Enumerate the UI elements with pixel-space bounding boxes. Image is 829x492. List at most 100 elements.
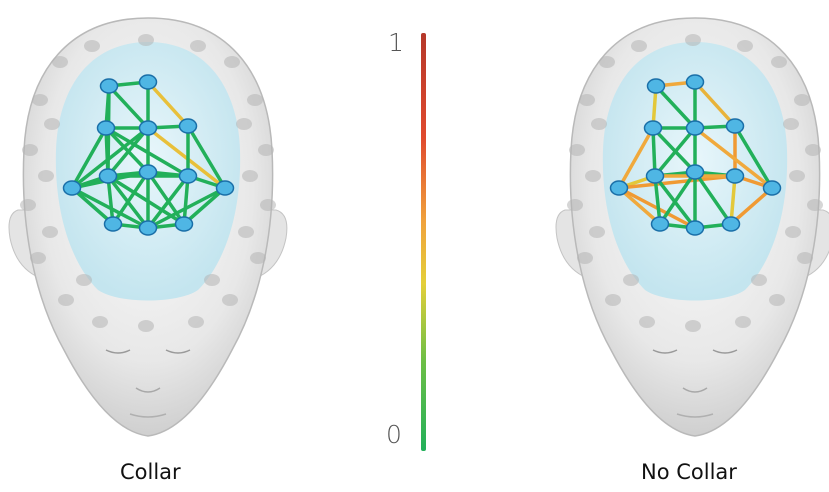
connection-edge (693, 80, 737, 128)
electrode-site (22, 144, 38, 156)
connection-edge (111, 170, 150, 226)
electrode-site (807, 199, 823, 211)
electrode-node (685, 220, 705, 236)
connection-edge (182, 174, 190, 226)
electrode-node (685, 164, 705, 180)
connection-edge (658, 170, 697, 226)
electrode-site (567, 199, 583, 211)
connection-edge (617, 174, 737, 190)
electrode-site (769, 294, 785, 306)
connection-edge (70, 126, 108, 190)
connection-edge (654, 84, 697, 130)
electrode-site (76, 274, 92, 286)
right-eye (712, 349, 738, 354)
electrode-site (258, 144, 274, 156)
electrode-site (32, 94, 48, 106)
electrode-site (623, 274, 639, 286)
electrode-site (204, 274, 220, 286)
connection-edge (653, 174, 662, 226)
electrode-site (589, 226, 605, 238)
connection-edge (617, 186, 662, 226)
electrode-node (178, 118, 198, 134)
electrode-site (751, 274, 767, 286)
electrode-site (685, 34, 701, 46)
connection-edge (182, 186, 227, 226)
electrode-node (725, 168, 745, 184)
electrode-node (138, 164, 158, 180)
electrode-site (569, 144, 585, 156)
connection-edge (729, 186, 774, 226)
electrode-site (737, 40, 753, 52)
scale-max-label: 1 (388, 28, 404, 57)
left-eye (105, 349, 131, 354)
electrode-site (794, 94, 810, 106)
electrode-site (260, 199, 276, 211)
electrode-site (579, 94, 595, 106)
electrode-node (103, 216, 123, 232)
electrode-site (242, 170, 258, 182)
connection-edge (146, 174, 190, 230)
electrode-node (138, 120, 158, 136)
electrode-node (645, 168, 665, 184)
nose (135, 387, 161, 393)
electrode-site (92, 316, 108, 328)
electrode-site (238, 226, 254, 238)
connection-edge (146, 170, 186, 226)
electrode-site (577, 252, 593, 264)
electrode-site (631, 40, 647, 52)
electrode-site (789, 170, 805, 182)
electrode-node (762, 180, 782, 196)
connection-edge (729, 174, 737, 226)
electrode-node (721, 216, 741, 232)
electrode-site (42, 226, 58, 238)
connection-edge (104, 126, 150, 174)
nose (682, 387, 708, 393)
electrode-site (797, 252, 813, 264)
electrode-site (605, 294, 621, 306)
electrode-site (599, 56, 615, 68)
electrode-node (138, 220, 158, 236)
connection-edge (617, 126, 655, 190)
connection-edge (186, 124, 227, 190)
electrode-node (646, 78, 666, 94)
electrode-site (236, 118, 252, 130)
electrode-site (591, 118, 607, 130)
connection-edge (70, 126, 150, 190)
electrode-node (98, 168, 118, 184)
electrode-site (247, 94, 263, 106)
head-panel-no-collar (555, 17, 829, 437)
connection-edge (106, 174, 115, 226)
mouth (676, 413, 714, 418)
scale-min-label: 0 (386, 420, 402, 449)
electrode-site (639, 316, 655, 328)
connection-edge (146, 186, 227, 230)
electrode-site (30, 252, 46, 264)
electrode-site (783, 118, 799, 130)
electrode-node (138, 74, 158, 90)
electrode-node (174, 216, 194, 232)
electrode-site (52, 56, 68, 68)
electrode-node (178, 168, 198, 184)
electrode-node (685, 120, 705, 136)
electrode-node (215, 180, 235, 196)
head-panel-collar (8, 17, 288, 437)
electrode-site (44, 118, 60, 130)
electrode-site (785, 226, 801, 238)
electrode-node (643, 120, 663, 136)
right-eye (165, 349, 191, 354)
panel-label-no-collar: No Collar (641, 460, 737, 484)
electrode-site (250, 252, 266, 264)
mouth (129, 413, 167, 418)
electrode-site (38, 170, 54, 182)
connection-edge (107, 84, 150, 130)
connection-edge (70, 186, 115, 226)
electrode-node (96, 120, 116, 136)
electrode-site (138, 320, 154, 332)
connection-edge (693, 170, 733, 226)
electrode-site (805, 144, 821, 156)
connection-edge (651, 126, 657, 178)
electrode-site (585, 170, 601, 182)
electrode-site (190, 40, 206, 52)
